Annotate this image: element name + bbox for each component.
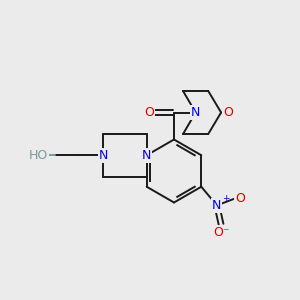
Text: O: O — [223, 106, 232, 119]
Text: O: O — [144, 106, 154, 119]
Text: O: O — [235, 192, 245, 205]
Text: N: N — [142, 149, 152, 162]
Text: HO: HO — [29, 149, 48, 162]
Text: N: N — [98, 149, 108, 162]
Text: N: N — [212, 199, 222, 212]
Text: N: N — [191, 106, 200, 119]
Text: O⁻: O⁻ — [213, 226, 230, 239]
Text: +: + — [222, 194, 229, 202]
